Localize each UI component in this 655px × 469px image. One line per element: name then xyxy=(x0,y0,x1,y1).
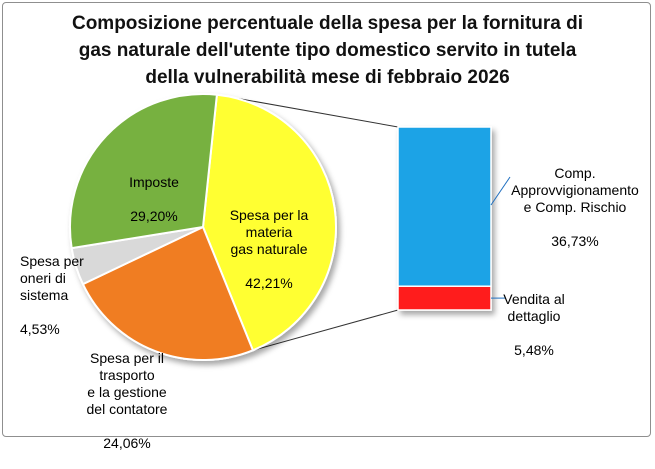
slice-label-trasporto-name: Spesa per il trasporto e la gestione del… xyxy=(86,350,168,417)
pie-slice-imposte xyxy=(69,93,218,250)
slice-label-imposte-name: Imposte xyxy=(129,174,179,190)
slice-label-oneri-name: Spesa per oneri di sistema xyxy=(20,253,84,303)
bar-label-vendita: Vendita al dettaglio 5,48% xyxy=(493,274,575,376)
slice-label-trasporto-value: 24,06% xyxy=(103,435,151,451)
bar-label-approvvigionamento-value: 36,73% xyxy=(551,233,599,249)
slice-label-imposte: Imposte 29,20% xyxy=(112,157,196,242)
bar-label-approvvigionamento-name: Comp. Approvvigionamento e Comp. Rischio xyxy=(511,165,639,215)
leader-line-approvvigionamento xyxy=(490,176,511,206)
slice-label-materia: Spesa per la materia gas naturale 42,21% xyxy=(214,190,324,309)
bar-label-vendita-value: 5,48% xyxy=(514,342,554,358)
bar-segment-approvvigionamento xyxy=(397,126,492,287)
pie-slice-materia xyxy=(201,93,337,352)
connector-line-top xyxy=(216,94,399,128)
bar-label-vendita-name: Vendita al dettaglio xyxy=(503,291,565,324)
bar-segment-vendita xyxy=(397,285,492,311)
slice-label-oneri-value: 4,53% xyxy=(20,321,60,337)
slice-label-materia-value: 42,21% xyxy=(245,275,293,291)
connector-line-bottom xyxy=(252,309,399,351)
slice-label-imposte-value: 29,20% xyxy=(130,208,178,224)
pie-slice-trasporto xyxy=(81,225,255,361)
breakdown-leader-lines xyxy=(490,176,511,299)
chart-title: Composizione percentuale della spesa per… xyxy=(71,13,583,88)
slice-label-trasporto: Spesa per il trasporto e la gestione del… xyxy=(62,333,192,469)
bar-label-approvvigionamento: Comp. Approvvigionamento e Comp. Rischio… xyxy=(500,148,650,267)
slice-label-materia-name: Spesa per la materia gas naturale xyxy=(229,207,309,257)
chart-plot-area xyxy=(69,93,511,361)
breakdown-bar xyxy=(397,126,492,311)
slice-label-oneri: Spesa per oneri di sistema 4,53% xyxy=(20,236,110,355)
connector-lines xyxy=(216,94,399,351)
pie xyxy=(69,93,337,361)
